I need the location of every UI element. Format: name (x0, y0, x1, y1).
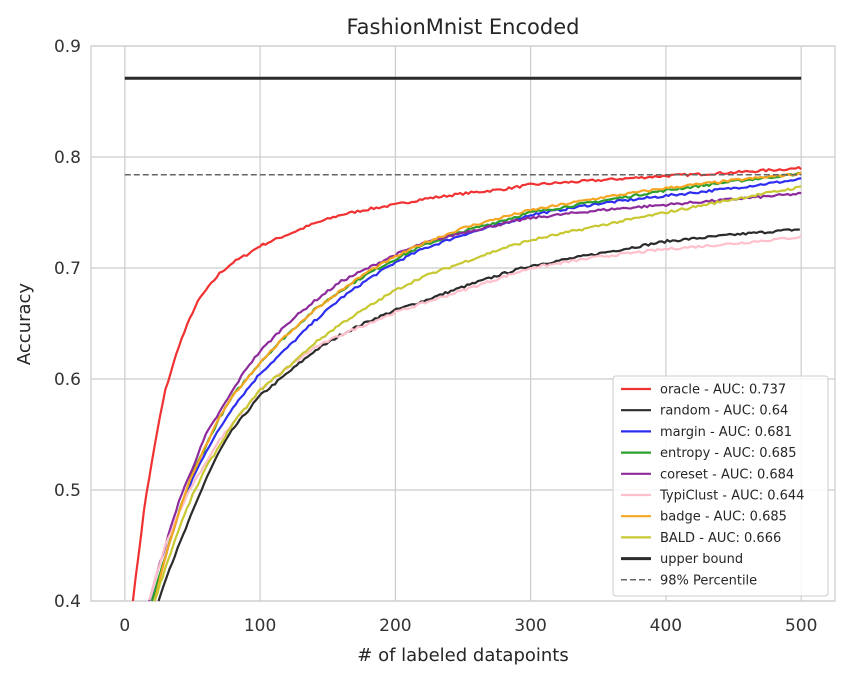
y-tick-label: 0.7 (54, 259, 81, 279)
y-tick-label: 0.6 (54, 370, 81, 390)
y-tick-label: 0.4 (54, 592, 81, 612)
legend-label: coreset - AUC: 0.684 (660, 467, 794, 482)
legend-label: margin - AUC: 0.681 (660, 425, 792, 440)
plot-area (90, 45, 836, 602)
legend-label: TypiClust - AUC: 0.644 (659, 489, 804, 504)
legend: oracle - AUC: 0.737 random - AUC: 0.64 mar… (612, 375, 829, 597)
legend-label: badge - AUC: 0.685 (660, 510, 787, 525)
x-tick-label: 200 (379, 616, 411, 636)
chart-title: FashionMnist Encoded (347, 15, 580, 39)
x-tick-label: 100 (244, 616, 276, 636)
series-line-6 (153, 171, 802, 602)
legend-box (612, 375, 829, 597)
series-line-1 (157, 228, 800, 602)
legend-label: random - AUC: 0.64 (660, 404, 788, 419)
x-axis-label: # of labeled datapoints (357, 645, 568, 666)
series-line-7 (153, 185, 802, 602)
y-tick-label: 0.5 (54, 481, 81, 501)
x-tick-label: 300 (514, 616, 546, 636)
y-tick-label: 0.9 (54, 37, 81, 57)
y-axis-label: Accuracy (14, 283, 35, 366)
legend-label: BALD - AUC: 0.666 (660, 531, 781, 546)
legend-label: entropy - AUC: 0.685 (660, 446, 796, 461)
x-tick-label: 400 (650, 616, 682, 636)
legend-label: 98% Percentile (660, 573, 757, 588)
x-tick-label: 500 (785, 616, 817, 636)
series-line-4 (148, 191, 802, 602)
legend-label: upper bound (660, 552, 743, 567)
y-tick-label: 0.8 (54, 148, 81, 168)
legend-label: oracle - AUC: 0.737 (660, 383, 786, 398)
plot-frame (90, 45, 836, 602)
series-line-0 (131, 166, 802, 602)
x-tick-label: 0 (119, 616, 130, 636)
series-layer (124, 76, 802, 602)
tick-labels: 0 100 200 300 400 500 0.4 0.5 0.6 0.7 0.8 0.9 (54, 37, 817, 636)
